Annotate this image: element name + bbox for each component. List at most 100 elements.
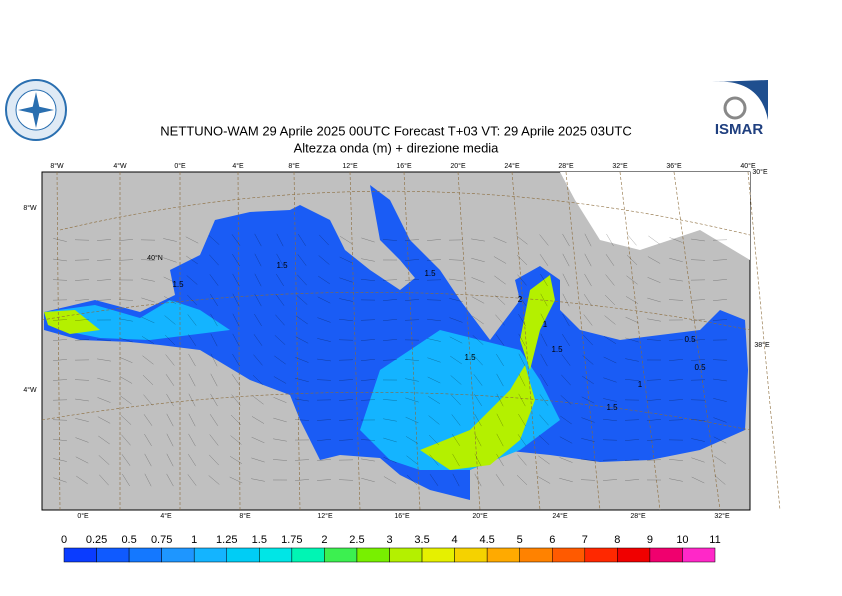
meridian [457, 171, 481, 511]
wave-direction-arrow [295, 398, 309, 402]
wave-direction-arrow [559, 436, 573, 444]
wave-direction-arrow [118, 259, 134, 261]
graticule-label: 4°W [23, 386, 37, 394]
wave-direction-arrow [231, 394, 241, 406]
wave-direction-arrow [471, 257, 485, 263]
wave-direction-arrow [691, 339, 705, 341]
wave-direction-arrow [317, 296, 331, 304]
wave-direction-arrow [472, 335, 484, 345]
graticule-label: 12°E [317, 512, 333, 520]
wave-direction-arrow [254, 313, 262, 327]
wave-direction-arrow [188, 433, 196, 447]
contour-label: 1.5 [276, 261, 288, 270]
wave-direction-arrow [493, 256, 507, 264]
colorbar-label: 10 [676, 534, 688, 546]
wave-direction-arrow [97, 377, 111, 383]
wave-direction-arrow [210, 293, 218, 307]
wave-direction-arrow [209, 274, 219, 286]
wave-direction-arrow [361, 458, 375, 462]
wave-direction-arrow [625, 379, 639, 381]
wave-direction-arrow [254, 273, 262, 287]
wave-direction-arrow [318, 255, 330, 265]
colorbar-label: 3 [386, 534, 392, 546]
snow-land [560, 172, 750, 260]
wave-direction-arrow [316, 419, 332, 421]
wave-direction-arrow [427, 259, 441, 261]
wave-direction-arrow [121, 434, 131, 446]
wave-direction-arrow [361, 237, 375, 243]
wave-direction-arrow [624, 419, 640, 421]
wave-direction-arrow [339, 318, 353, 322]
sea-high [44, 275, 555, 470]
graticule-label: 40°E [740, 162, 756, 170]
wave-direction-arrow [451, 394, 461, 406]
meridian [747, 171, 781, 511]
wave-direction-arrow [53, 238, 67, 242]
wave-direction-arrow [75, 398, 89, 402]
wave-direction-arrow [647, 339, 661, 341]
wave-direction-arrow [229, 456, 243, 464]
wave-direction-arrow [405, 359, 419, 361]
wave-direction-arrow [210, 373, 218, 387]
wave-direction-arrow [295, 336, 309, 344]
graticule-label: 0°E [77, 512, 89, 520]
wave-direction-arrow [120, 395, 132, 405]
wave-direction-arrow [562, 333, 570, 347]
wave-direction-arrow [517, 274, 527, 286]
wave-direction-arrow [429, 454, 439, 466]
wave-direction-arrow [275, 314, 285, 326]
wave-direction-arrow [144, 453, 152, 467]
colorbar-label: 4.5 [480, 534, 495, 546]
wave-direction-arrow [186, 275, 198, 285]
wave-direction-arrow [383, 457, 397, 463]
wave-direction-arrow [405, 259, 419, 261]
wave-direction-arrow [164, 315, 176, 325]
wave-direction-arrow [496, 433, 504, 447]
wave-direction-arrow [625, 439, 639, 441]
graticule-label: 8°W [50, 162, 64, 170]
wave-direction-arrow [583, 294, 593, 306]
wave-direction-arrow [474, 393, 482, 407]
wave-direction-arrow [647, 419, 661, 421]
wave-direction-arrow [540, 373, 548, 387]
graticule-label: 16°E [394, 512, 410, 520]
wave-direction-arrow [405, 397, 419, 403]
wave-direction-arrow [494, 275, 506, 285]
colorbar-label: 5 [517, 534, 523, 546]
wave-direction-arrow [494, 295, 506, 305]
wave-direction-arrow [210, 353, 218, 367]
wave-direction-arrow [339, 256, 353, 264]
wave-direction-arrow [627, 234, 637, 246]
wave-direction-arrow [690, 299, 706, 301]
wave-direction-arrow [429, 474, 439, 486]
wave-direction-arrow [119, 337, 133, 343]
wave-direction-arrow [251, 478, 265, 482]
wave-direction-arrow [561, 374, 571, 386]
colorbar-label: 3.5 [414, 534, 429, 546]
wave-direction-arrow [712, 319, 728, 321]
wave-direction-arrow [713, 279, 727, 281]
wave-direction-arrow [360, 399, 376, 401]
wave-direction-arrow [76, 475, 88, 485]
wave-direction-arrow [584, 273, 592, 287]
wave-direction-arrow [540, 313, 548, 327]
wave-direction-arrow [474, 473, 482, 487]
subtitle: Altezza onda (m) + direzione media [294, 140, 500, 155]
wave-direction-arrow [252, 395, 264, 405]
wave-direction-arrow [96, 299, 112, 301]
contour-label: 1.5 [464, 353, 476, 362]
contour-label: 1.5 [172, 280, 184, 289]
wave-direction-arrow [208, 235, 220, 245]
contour-label: 1.5 [424, 269, 436, 278]
colorbar-swatch [389, 547, 423, 563]
wave-direction-arrow [427, 376, 441, 384]
wave-direction-arrow [141, 297, 155, 303]
wave-direction-arrow [539, 414, 549, 426]
wave-direction-arrow [560, 395, 572, 405]
wave-direction-arrow [210, 313, 218, 327]
meridian [349, 171, 361, 511]
wave-direction-arrow [232, 273, 240, 287]
wave-direction-arrow [474, 413, 482, 427]
wave-direction-arrow [318, 275, 330, 285]
wave-direction-arrow [603, 398, 617, 402]
